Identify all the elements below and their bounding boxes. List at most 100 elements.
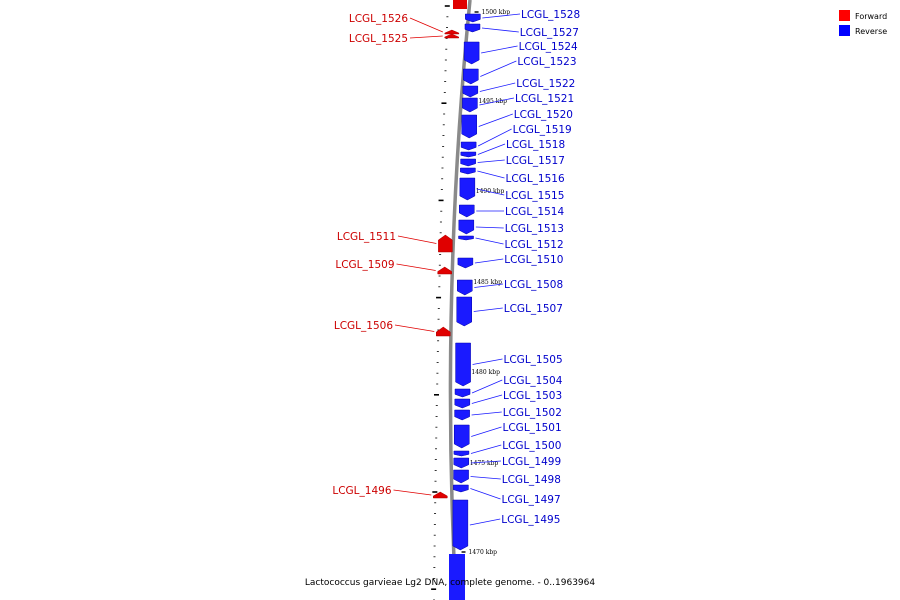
gene-lcgl-1504-label[interactable]: LCGL_1504	[503, 375, 562, 387]
gene-lcgl-1508-leader	[474, 283, 504, 288]
gene-lcgl-1497-arrow[interactable]	[453, 484, 469, 493]
gene-lcgl-1521-label[interactable]: LCGL_1521	[515, 93, 574, 105]
gene-lcgl-1523-label[interactable]: LCGL_1523	[517, 56, 576, 68]
gene-lcgl-1517-leader	[477, 159, 505, 163]
gene-lcgl-1516-arrow[interactable]	[460, 167, 476, 175]
gene-lcgl-1517-label[interactable]: LCGL_1517	[506, 155, 565, 167]
gene-lcgl-1501-arrow[interactable]	[453, 424, 470, 449]
gene-lcgl-1499-label[interactable]: LCGL_1499	[502, 456, 561, 468]
gene-lcgl-1507-arrow[interactable]	[456, 296, 472, 327]
gene-lcgl-1507-label[interactable]: LCGL_1507	[504, 303, 563, 315]
gene-lcgl-1522-leader	[479, 82, 516, 92]
gene-lcgl-1523-leader	[480, 60, 517, 77]
gene-lcgl-1518-label[interactable]: LCGL_1518	[506, 139, 565, 151]
gene-lcgl-1501-leader	[471, 426, 502, 437]
gene-lcgl-1525-label[interactable]: LCGL_1525	[349, 33, 408, 45]
gene-lcgl-1495-label[interactable]: LCGL_1495	[501, 514, 560, 526]
gene-lcgl-1508-arrow[interactable]	[457, 279, 473, 296]
gene-lcgl-1524-leader	[481, 45, 518, 54]
gene-lcgl-1503-label[interactable]: LCGL_1503	[503, 390, 562, 402]
gene-lcgl-1520-label[interactable]: LCGL_1520	[514, 109, 573, 121]
gene-lcgl-1502-arrow[interactable]	[454, 409, 470, 421]
gene-lcgl-1511-label[interactable]: LCGL_1511	[337, 231, 396, 243]
gene-lcgl-1512-leader	[475, 237, 504, 245]
gene-lcgl-1500-arrow[interactable]	[453, 450, 470, 457]
genome-backbone	[448, 0, 472, 600]
gene-lcgl-1527-label[interactable]: LCGL_1527	[520, 27, 579, 39]
gene-lcgl-1498-label[interactable]: LCGL_1498	[502, 474, 561, 486]
gene-lcgl-1526-label[interactable]: LCGL_1526	[349, 13, 408, 25]
gene-lcgl-1504-leader	[471, 379, 503, 394]
gene-lcgl-1518-arrow[interactable]	[460, 151, 477, 158]
gene-lcgl-1519-arrow[interactable]	[460, 141, 477, 151]
gene-lcgl-1499-arrow[interactable]	[453, 457, 470, 469]
gene-lcgl-1522-label[interactable]: LCGL_1522	[516, 78, 575, 90]
gene-lcgl-1528-arrow[interactable]	[465, 13, 481, 23]
gene-lcgl-1523-arrow[interactable]	[463, 68, 479, 85]
gene-lcgl-1503-arrow[interactable]	[454, 398, 471, 409]
gene-lcgl-1527-arrow[interactable]	[464, 23, 481, 33]
gene-lcgl-1518-leader	[477, 143, 506, 155]
gene-lcgl-1496-label[interactable]: LCGL_1496	[332, 485, 391, 497]
gene-lcgl-1504-arrow[interactable]	[454, 388, 471, 398]
scale-label: 1480 kbp	[471, 369, 500, 376]
gene-lcgl-1501-label[interactable]: LCGL_1501	[503, 422, 562, 434]
gene-lcgl-1510-label[interactable]: LCGL_1510	[504, 254, 563, 266]
gene-lcgl-1519-label[interactable]: LCGL_1519	[513, 124, 572, 136]
gene-lcgl-1498-arrow[interactable]	[453, 469, 469, 484]
gene-top-partial-arrow[interactable]	[453, 0, 467, 9]
gene-lcgl-1526-arrow[interactable]	[444, 29, 460, 35]
gene-lcgl-1525-leader	[409, 35, 443, 39]
gene-lcgl-1521-leader	[479, 97, 515, 106]
gene-lcgl-1520-arrow[interactable]	[461, 114, 477, 139]
scale-label: 1500 kbp	[482, 9, 511, 16]
gene-lcgl-1524-arrow[interactable]	[463, 41, 480, 65]
gene-lcgl-1528-label[interactable]: LCGL_1528	[521, 9, 580, 21]
gene-lcgl-1506-arrow[interactable]	[436, 326, 451, 337]
gene-lcgl-1496-arrow[interactable]	[433, 491, 448, 499]
gene-lcgl-1512-arrow[interactable]	[458, 235, 474, 241]
gene-lcgl-1524-label[interactable]: LCGL_1524	[519, 41, 578, 53]
gene-lcgl-1525-arrow[interactable]	[444, 33, 459, 39]
gene-lcgl-1513-label[interactable]: LCGL_1513	[505, 223, 564, 235]
scale-label: 1470 kbp	[469, 549, 498, 556]
legend: Forward Reverse	[839, 10, 887, 36]
gene-lcgl-1509-arrow[interactable]	[437, 266, 452, 275]
gene-lcgl-1506-label[interactable]: LCGL_1506	[334, 320, 393, 332]
scale-label: 1495 kbp	[479, 98, 508, 105]
gene-lcgl-1502-label[interactable]: LCGL_1502	[503, 407, 562, 419]
gene-lcgl-1515-arrow[interactable]	[459, 177, 476, 201]
gene-lcgl-1499-leader	[470, 460, 502, 464]
gene-lcgl-1508-label[interactable]: LCGL_1508	[504, 279, 563, 291]
gene-lcgl-1512-label[interactable]: LCGL_1512	[505, 239, 564, 251]
gene-lcgl-1511-leader	[397, 235, 437, 244]
gene-lcgl-1495-arrow[interactable]	[452, 499, 469, 551]
gene-lcgl-1511-arrow[interactable]	[438, 234, 453, 253]
gene-lcgl-1517-arrow[interactable]	[460, 158, 476, 167]
gene-lcgl-1515-label[interactable]: LCGL_1515	[505, 190, 564, 202]
gene-lcgl-1497-leader	[470, 488, 501, 500]
gene-bottom-partial-arrow[interactable]	[449, 554, 465, 600]
forward-legend-label: Forward	[855, 12, 887, 21]
gene-lcgl-1509-label[interactable]: LCGL_1509	[335, 259, 394, 271]
gene-lcgl-1516-label[interactable]: LCGL_1516	[506, 173, 565, 185]
gene-lcgl-1521-arrow[interactable]	[462, 97, 478, 113]
gene-lcgl-1513-arrow[interactable]	[458, 219, 475, 235]
scale-label: 1485 kbp	[473, 279, 502, 286]
gene-lcgl-1522-arrow[interactable]	[462, 85, 479, 98]
gene-lcgl-1510-arrow[interactable]	[457, 257, 474, 269]
scale-label: 1475 kbp	[470, 460, 499, 467]
gene-lcgl-1497-label[interactable]: LCGL_1497	[502, 494, 561, 506]
gene-lcgl-1516-leader	[477, 170, 505, 179]
map-caption: Lactococcus garvieae Lg2 DNA, complete g…	[304, 578, 596, 588]
gene-lcgl-1509-leader	[396, 263, 436, 271]
gene-lcgl-1514-label[interactable]: LCGL_1514	[505, 206, 564, 218]
gene-lcgl-1502-leader	[471, 411, 502, 416]
gene-lcgl-1514-arrow[interactable]	[459, 204, 475, 218]
gene-lcgl-1519-leader	[477, 128, 512, 147]
gene-lcgl-1505-label[interactable]: LCGL_1505	[504, 354, 563, 366]
gene-lcgl-1505-arrow[interactable]	[455, 342, 471, 387]
gene-lcgl-1500-label[interactable]: LCGL_1500	[502, 440, 561, 452]
gene-lcgl-1496-leader	[393, 489, 432, 496]
